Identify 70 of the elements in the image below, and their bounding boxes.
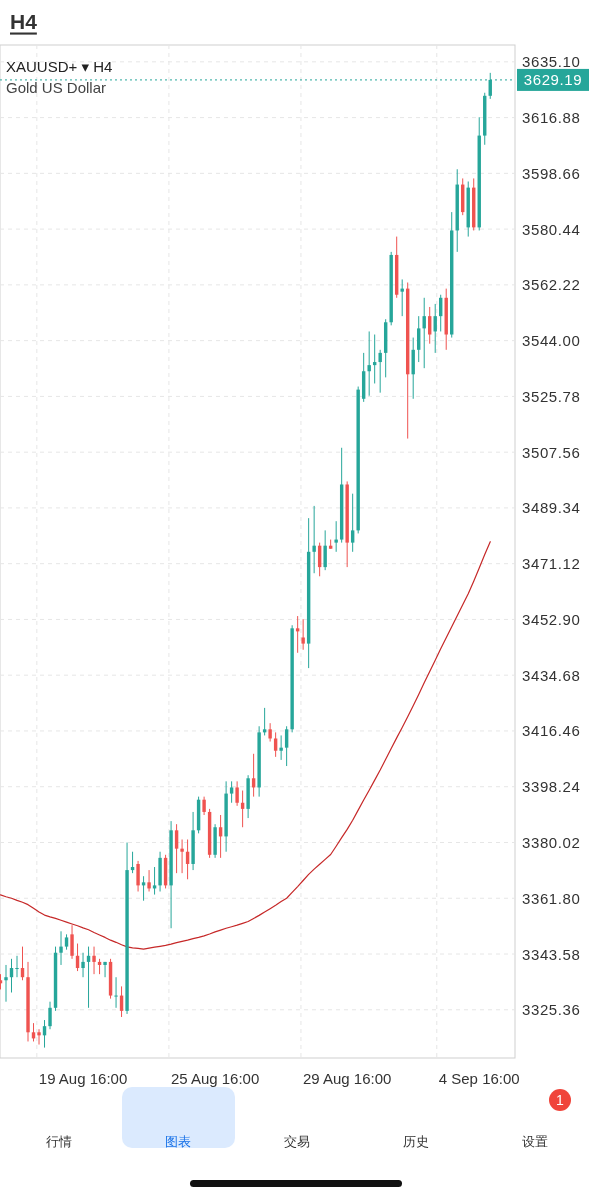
y-tick-label: 3471.12 xyxy=(522,555,581,573)
candlestick xyxy=(301,618,305,651)
candlestick xyxy=(59,930,63,966)
text: Gold US Dollar xyxy=(6,78,107,96)
candlestick xyxy=(114,976,118,1009)
y-tick-label: 3544.00 xyxy=(522,332,581,350)
text: 行情 xyxy=(46,1133,72,1149)
candlestick xyxy=(372,334,377,384)
ref-line-label: 3629.19 xyxy=(523,71,583,89)
y-tick-label: 3489.34 xyxy=(522,499,581,517)
y-tick-label: 3580.44 xyxy=(522,220,581,238)
candlestick xyxy=(15,955,19,978)
candlestick xyxy=(428,306,432,345)
candlestick xyxy=(202,796,206,816)
candlestick xyxy=(279,734,283,761)
candlestick xyxy=(350,493,355,553)
y-tick-label: 3434.68 xyxy=(522,666,581,684)
candlestick xyxy=(323,529,327,571)
candlestick xyxy=(81,952,85,978)
candlestick xyxy=(367,330,371,397)
candlestick xyxy=(70,924,74,960)
text: XAUUSD+ ▾ H4 xyxy=(6,57,113,75)
y-tick-label: 3325.36 xyxy=(522,1001,581,1019)
candlestick xyxy=(235,780,239,807)
y-tick-label: 3452.90 xyxy=(522,610,581,628)
y-tick-label: 3416.46 xyxy=(522,722,581,740)
candlestick xyxy=(334,520,338,553)
y-tick-label: 3598.66 xyxy=(522,164,581,182)
y-tick-label: 3525.78 xyxy=(522,387,581,405)
text: 历史 xyxy=(403,1133,429,1149)
x-tick-label: 25 Aug 16:00 xyxy=(170,1069,260,1087)
y-tick-label: 3380.02 xyxy=(522,833,581,851)
x-tick-label: 4 Sep 16:00 xyxy=(438,1069,520,1087)
x-tick-label: 29 Aug 16:00 xyxy=(302,1069,392,1087)
y-tick-label: 3616.88 xyxy=(522,109,581,127)
y-tick-label: 3635.10 xyxy=(522,53,581,71)
candlestick xyxy=(103,961,107,978)
x-tick-label: 19 Aug 16:00 xyxy=(38,1069,128,1087)
y-tick-label: 3361.80 xyxy=(522,889,581,907)
candlestick xyxy=(4,964,8,1003)
candlestick xyxy=(262,707,267,736)
candlestick xyxy=(284,725,289,767)
candlestick xyxy=(400,278,404,317)
candlestick xyxy=(312,505,316,574)
candlestick xyxy=(92,946,96,975)
candlestick xyxy=(48,1001,52,1030)
candlestick xyxy=(130,851,135,874)
candlestick xyxy=(180,838,184,874)
candlestick xyxy=(417,315,421,363)
y-tick-label: 3562.22 xyxy=(522,276,581,294)
text: 设置 xyxy=(522,1133,548,1149)
candlestick xyxy=(37,1028,41,1046)
text: 图表 xyxy=(165,1133,191,1149)
candlestick xyxy=(136,860,140,893)
candlestick xyxy=(378,349,382,394)
candlestick xyxy=(147,869,151,893)
candlestick xyxy=(174,823,179,874)
y-tick-label: 3398.24 xyxy=(522,778,581,796)
candlestick xyxy=(141,875,146,902)
text: 交易 xyxy=(284,1133,310,1149)
text: H4 xyxy=(10,9,38,33)
text: 1 xyxy=(556,1092,565,1108)
y-tick-label: 3343.58 xyxy=(522,945,581,963)
y-tick-label: 3507.56 xyxy=(522,443,581,461)
candlestick xyxy=(295,615,300,654)
candlestick xyxy=(229,780,234,804)
line-series xyxy=(0,541,491,950)
candlestick xyxy=(273,731,278,758)
candlestick xyxy=(268,722,272,743)
candlestick xyxy=(152,866,157,896)
